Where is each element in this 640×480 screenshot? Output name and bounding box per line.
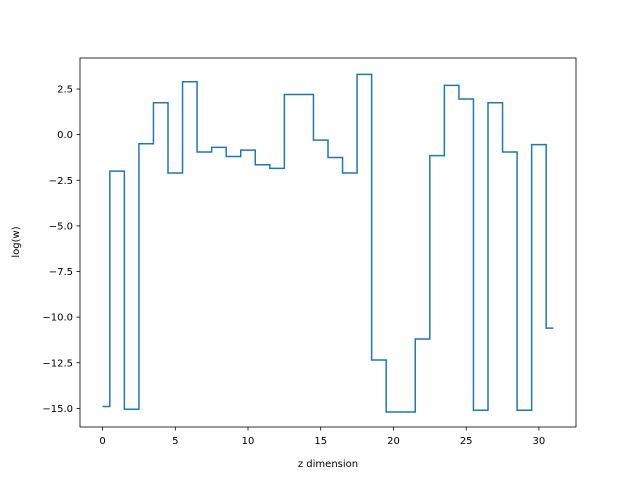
x-tick-label: 25 [460,436,473,447]
axes-frame [79,57,577,428]
y-tick-label: −5.0 [49,221,73,232]
x-tick-label: 0 [99,436,105,447]
y-tick-label: 0.0 [57,130,73,141]
y-tick-label: 2.5 [57,85,73,96]
x-tick-label: 5 [172,436,178,447]
y-tick-label: −2.5 [49,176,73,187]
series-line-0 [102,73,554,413]
y-axis-label: log(w) [11,226,22,257]
x-tick-label: 15 [314,436,327,447]
y-tick-label: −12.5 [42,358,73,369]
x-tick-label: 20 [387,436,400,447]
plot-area [102,73,554,413]
y-tick-label: −15.0 [42,404,73,415]
x-tick-label: 30 [533,436,546,447]
axes: 0 5 10 15 20 25 30 2.5 0.0 −2.5 −5.0 −7.5 −10.0 −12.5… [42,57,577,447]
y-tick-label: −10.0 [42,313,73,324]
y-tick-label: −7.5 [49,267,73,278]
x-axis-label: z dimension [298,459,358,470]
x-tick-label: 10 [242,436,255,447]
